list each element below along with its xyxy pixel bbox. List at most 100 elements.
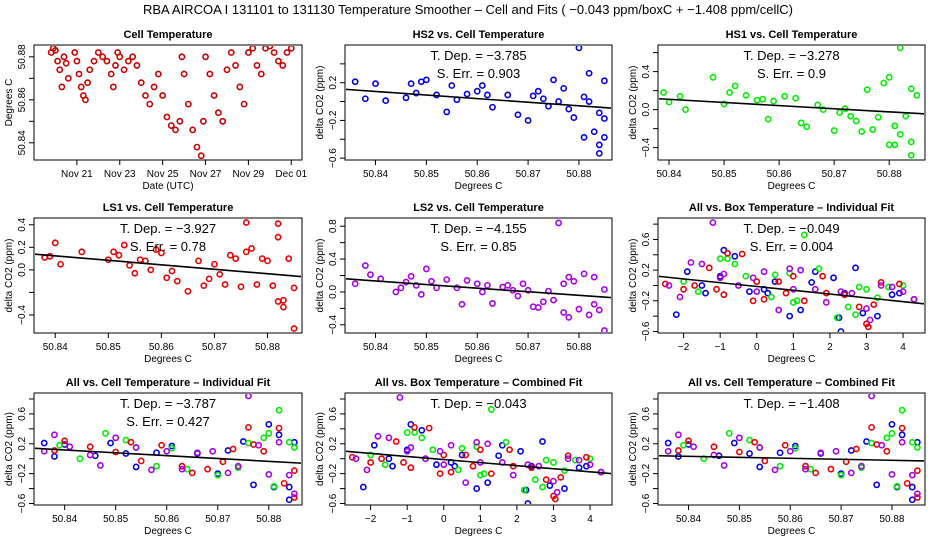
cell-temperature-point-cell — [266, 46, 274, 50]
ls1-vs-cell-ylabel: delta CO2 (ppm) — [4, 239, 15, 313]
all-vs-cell-individual-xtick-label: 50.88 — [256, 514, 281, 525]
hs2-vs-cell-point-hs2 — [600, 133, 608, 141]
cell-temperature-point-cell — [133, 62, 141, 69]
all-vs-box-combined-point-ls2 — [553, 488, 561, 496]
hs1-vs-cell-point-hs1 — [891, 141, 899, 149]
all-vs-box-individual-point-hs2 — [683, 268, 691, 276]
all-vs-cell-combined-point-ls1 — [710, 443, 718, 451]
all-vs-box-combined-ytick-label: −0.2 — [328, 463, 339, 483]
ls2-vs-cell-point-ls2 — [585, 311, 593, 319]
all-vs-box-individual-xtick-label: 0 — [754, 342, 760, 353]
all-vs-cell-individual-point-ls1 — [275, 424, 283, 432]
ls2-vs-cell-point-ls2 — [392, 288, 400, 296]
hs1-vs-cell-title: HS1 vs. Cell Temperature — [726, 29, 858, 41]
all-vs-box-combined-point-ls2 — [473, 438, 481, 446]
hs2-vs-cell-point-hs2 — [372, 80, 379, 88]
all-vs-box-combined-point-ls2 — [403, 447, 411, 455]
all-vs-box-individual-point-hs1 — [899, 282, 907, 289]
ls2-vs-cell-point-ls2 — [534, 304, 542, 311]
all-vs-box-combined-point-hs1 — [454, 466, 462, 474]
ls1-vs-cell-point-ls1 — [205, 275, 213, 283]
all-vs-cell-combined-point-hs1 — [893, 482, 901, 490]
all-vs-cell-combined-point-ls2 — [802, 465, 809, 473]
all-vs-cell-individual-point-hs2 — [168, 442, 176, 450]
all-vs-box-individual-point-hs1 — [731, 260, 739, 268]
ls2-vs-cell-point-ls2 — [595, 306, 603, 314]
ls1-vs-cell-xtick-label: 50.85 — [96, 342, 121, 353]
all-vs-cell-combined-point-ls1 — [812, 469, 820, 477]
hs1-vs-cell-point-hs1 — [891, 122, 899, 130]
ls2-vs-cell-point-ls2 — [489, 300, 496, 307]
hs2-vs-cell-point-hs2 — [555, 98, 562, 105]
hs1-vs-cell-point-hs1 — [819, 106, 827, 114]
ls1-vs-cell-point-ls1 — [157, 249, 165, 257]
all-vs-cell-combined-ytick-label: −0.2 — [641, 463, 652, 483]
cell-temperature-point-cell — [206, 70, 214, 78]
all-vs-cell-individual-xtick-label: 50.86 — [154, 514, 179, 525]
all-vs-box-individual-point-ls2 — [848, 289, 856, 297]
ls2-vs-cell-xtick-label: 50.86 — [465, 342, 490, 353]
all-vs-cell-individual-point-ls2 — [112, 434, 120, 442]
all-vs-box-combined-point-hs2 — [473, 485, 481, 492]
all-vs-cell-combined-point-ls2 — [878, 441, 886, 449]
hs1-vs-cell-xtick-label: 50.88 — [877, 169, 902, 180]
all-vs-cell-combined-point-hs1 — [725, 429, 733, 437]
all-vs-cell-individual-point-ls2 — [51, 431, 58, 439]
cell-temperature-point-cell — [112, 62, 119, 69]
cell-temperature-point-cell — [62, 59, 70, 67]
hs2-vs-cell-ylabel: delta CO2 (ppm) — [315, 66, 326, 140]
all-vs-box-combined-point-ls2 — [484, 440, 492, 448]
all-vs-box-individual-point-hs1 — [789, 298, 797, 306]
ls2-vs-cell-xtick-label: 50.88 — [566, 342, 591, 353]
all-vs-box-individual-point-hs1 — [844, 303, 852, 311]
all-vs-box-combined-point-ls2 — [407, 444, 415, 451]
all-vs-cell-combined-point-ls1 — [685, 437, 692, 445]
all-vs-cell-combined-point-ls2 — [832, 447, 840, 455]
hs2-vs-cell-point-hs2 — [524, 117, 532, 124]
all-vs-cell-individual-point-ls2 — [234, 462, 242, 470]
ls1-vs-cell-annotation: T. Dep. = −3.927 — [120, 221, 216, 236]
cell-temperature-xlabel: Date (UTC) — [142, 181, 193, 192]
all-vs-box-combined-point-hs2 — [458, 451, 466, 459]
hs1-vs-cell-point-hs1 — [852, 117, 860, 125]
all-vs-box-individual-point-hs2 — [672, 311, 680, 318]
all-vs-box-combined-point-hs2 — [484, 479, 492, 486]
all-vs-box-individual-point-hs2 — [852, 264, 859, 272]
all-vs-cell-individual-point-hs1 — [275, 406, 283, 414]
ls2-vs-cell-xtick-label: 50.84 — [363, 342, 388, 353]
all-vs-box-combined-point-hs1 — [502, 438, 510, 446]
hs1-vs-cell-xlabel: Degrees C — [768, 181, 816, 192]
all-vs-cell-individual-point-ls2 — [265, 470, 273, 478]
all-vs-cell-individual-xtick-label: 50.87 — [205, 514, 230, 525]
all-vs-box-combined-point-ls2 — [509, 471, 517, 479]
cell-temperature-point-cell — [73, 57, 81, 65]
all-vs-box-individual-point-ls1 — [661, 280, 669, 288]
ls1-vs-cell-point-ls1 — [269, 282, 277, 290]
all-vs-cell-individual-annotation: T. Dep. = −3.787 — [120, 396, 216, 411]
all-vs-box-individual-point-ls1 — [864, 323, 872, 331]
all-vs-cell-combined-ytick-label: −0.6 — [641, 493, 652, 513]
all-vs-box-combined-point-ls1 — [348, 453, 356, 461]
all-vs-box-individual-point-ls1 — [691, 282, 698, 289]
hs2-vs-cell-point-hs2 — [595, 150, 603, 157]
ls2-vs-cell-point-ls2 — [600, 327, 608, 332]
ls2-vs-cell-point-ls2 — [524, 286, 532, 294]
all-vs-cell-individual-fit-line — [35, 447, 301, 464]
ls1-vs-cell-point-ls1 — [163, 274, 171, 282]
all-vs-cell-combined-point-ls2 — [720, 462, 728, 469]
cell-temperature-xtick-label: Nov 29 — [233, 169, 265, 180]
all-vs-box-combined-xlabel: Degrees C — [455, 526, 503, 537]
cell-temperature-point-cell — [270, 49, 278, 56]
all-vs-box-combined-point-hs2 — [370, 441, 378, 449]
cell-temperature-plot-area — [47, 46, 295, 159]
hs1-vs-cell-point-hs1 — [764, 115, 772, 123]
all-vs-cell-combined-xtick-label: 50.86 — [778, 514, 803, 525]
ls1-vs-cell-point-ls1 — [242, 219, 250, 226]
all-vs-cell-individual-point-ls1 — [244, 423, 252, 431]
all-vs-box-individual-point-ls2 — [797, 266, 805, 274]
all-vs-box-individual-point-hs2 — [702, 289, 709, 297]
all-vs-box-combined-point-hs1 — [550, 459, 557, 466]
cell-temperature-plot-frame — [33, 44, 303, 161]
all-vs-box-individual-ytick-label: −0.6 — [641, 321, 652, 341]
all-vs-cell-combined-point-ls1 — [827, 465, 835, 473]
